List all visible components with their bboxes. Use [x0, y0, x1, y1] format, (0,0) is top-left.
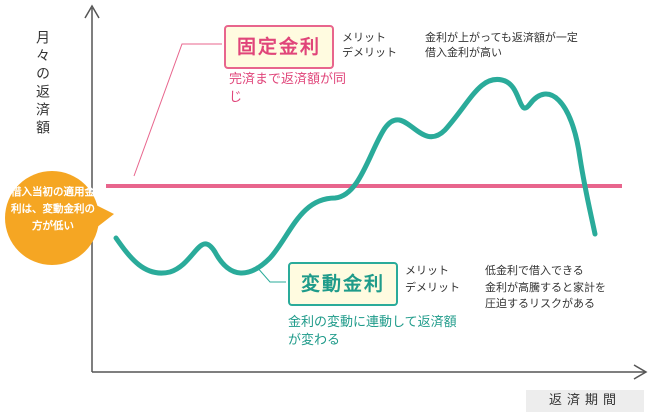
fixed-demerit-text: 借入金利が高い: [425, 46, 502, 59]
y-axis-label: 月々の返済額: [34, 30, 50, 138]
variable-merit-text: 低金利で借入できる: [485, 264, 584, 277]
fixed-merit-text: 金利が上がっても返済額が一定: [425, 31, 578, 44]
fixed-rate-title: 固定金利: [224, 25, 334, 69]
variable-rate-title: 変動金利: [288, 262, 398, 306]
fixed-demerit-label: デメリット: [342, 46, 397, 59]
x-axis-label: 返済期間: [526, 390, 644, 412]
variable-rate-curve: [113, 76, 598, 276]
variable-rate-description: 金利の変動に連動して返済額が変わる: [288, 315, 457, 348]
y-axis-arrow: [84, 4, 100, 19]
callout-text: 借入当初の適用金利は、変動金利の方が低い: [11, 186, 95, 232]
callout-bubble: [5, 171, 99, 265]
variable-demerit-label: デメリット: [405, 281, 460, 294]
callout-pointer: [96, 205, 114, 228]
fixed-leader-line: [133, 43, 222, 177]
fixed-merit-label: メリット: [342, 31, 386, 44]
variable-merit-label: メリット: [405, 264, 449, 277]
fixed-rate-description: 完済まで返済額が同じ: [229, 72, 347, 105]
x-axis-arrow: [633, 364, 648, 380]
variable-leader-line: [255, 265, 286, 283]
variable-demerit-text: 金利が高騰すると家計を圧迫するリスクがある: [485, 281, 606, 310]
